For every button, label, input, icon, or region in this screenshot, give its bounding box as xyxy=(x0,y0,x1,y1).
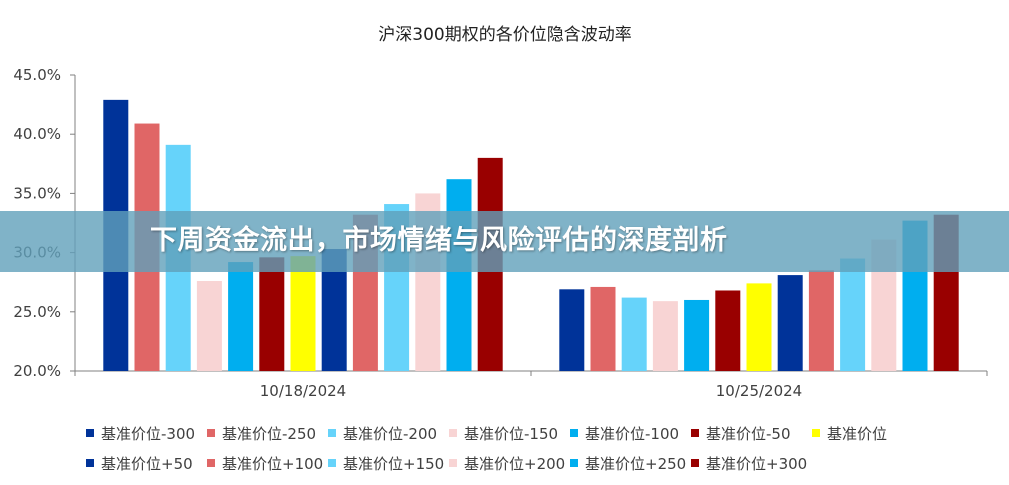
legend-item: 基准价位-300 xyxy=(86,423,207,444)
chart-legend: 基准价位-300 基准价位-250 基准价位-200 基准价位-150 基准价位-100… xyxy=(86,418,986,478)
legend-swatch xyxy=(328,459,336,467)
legend-swatch xyxy=(86,459,94,467)
x-axis: 10/18/2024 10/25/2024 xyxy=(74,370,988,400)
y-tick-label: 20.0% xyxy=(13,362,61,380)
headline-text: 下周资金流出，市场情绪与风险评估的深度剖析 xyxy=(150,225,728,256)
legend-label: 基准价位-150 xyxy=(464,424,559,443)
y-tick-label: 45.0% xyxy=(13,66,61,84)
legend-item: 基准价位+300 xyxy=(691,453,812,474)
legend-swatch xyxy=(449,429,457,437)
legend-swatch xyxy=(207,429,215,437)
bar xyxy=(590,286,616,371)
x-category-label: 10/25/2024 xyxy=(716,382,802,400)
legend-swatch xyxy=(449,459,457,467)
legend-label: 基准价位+150 xyxy=(343,454,445,473)
legend-label: 基准价位 xyxy=(827,424,888,443)
legend-label: 基准价位+300 xyxy=(706,454,808,473)
bar xyxy=(196,281,222,371)
legend-swatch xyxy=(570,459,578,467)
legend-row: 基准价位-300 基准价位-250 基准价位-200 基准价位-150 基准价位-100… xyxy=(86,418,986,448)
legend-item: 基准价位+150 xyxy=(328,453,449,474)
y-tick-label: 40.0% xyxy=(13,125,61,143)
bar xyxy=(715,290,741,371)
legend-row: 基准价位+50 基准价位+100 基准价位+150 基准价位+200 基准价位+250 基… xyxy=(86,448,986,478)
legend-swatch xyxy=(691,429,699,437)
legend-item: 基准价位+200 xyxy=(449,453,570,474)
legend-item: 基准价位-150 xyxy=(449,423,570,444)
bar xyxy=(621,297,647,371)
bar xyxy=(259,257,285,371)
legend-swatch xyxy=(86,429,94,437)
bar xyxy=(777,275,803,371)
legend-item: 基准价位+50 xyxy=(86,453,207,474)
y-tick-label: 25.0% xyxy=(13,303,61,321)
legend-label: 基准价位+250 xyxy=(585,454,687,473)
headline-banner xyxy=(0,211,1009,272)
legend-swatch xyxy=(207,459,215,467)
legend-label: 基准价位+50 xyxy=(101,454,193,473)
bar xyxy=(228,262,254,371)
bar xyxy=(290,256,316,371)
legend-label: 基准价位-300 xyxy=(101,424,196,443)
legend-item: 基准价位 xyxy=(812,423,933,444)
legend-item: 基准价位-100 xyxy=(570,423,691,444)
legend-label: 基准价位-200 xyxy=(343,424,438,443)
legend-swatch xyxy=(812,429,820,437)
legend-label: 基准价位+100 xyxy=(222,454,324,473)
legend-label: 基准价位-100 xyxy=(585,424,680,443)
legend-item: 基准价位-50 xyxy=(691,423,812,444)
x-category-label: 10/18/2024 xyxy=(260,382,346,400)
bar xyxy=(446,179,472,371)
bar xyxy=(652,301,678,371)
bar xyxy=(746,283,772,371)
legend-swatch xyxy=(691,459,699,467)
bar xyxy=(840,258,866,371)
legend-item: 基准价位+250 xyxy=(570,453,691,474)
legend-swatch xyxy=(328,429,336,437)
legend-item: 基准价位-200 xyxy=(328,423,449,444)
legend-label: 基准价位+200 xyxy=(464,454,566,473)
legend-swatch xyxy=(570,429,578,437)
legend-item: 基准价位+100 xyxy=(207,453,328,474)
bar xyxy=(684,299,710,371)
bar xyxy=(559,289,585,371)
bar xyxy=(808,270,834,371)
chart-title: 沪深300期权的各价位隐含波动率 xyxy=(378,25,631,45)
legend-label: 基准价位-50 xyxy=(706,424,791,443)
legend-label: 基准价位-250 xyxy=(222,424,317,443)
legend-item: 基准价位-250 xyxy=(207,423,328,444)
y-tick-label: 35.0% xyxy=(13,184,61,202)
